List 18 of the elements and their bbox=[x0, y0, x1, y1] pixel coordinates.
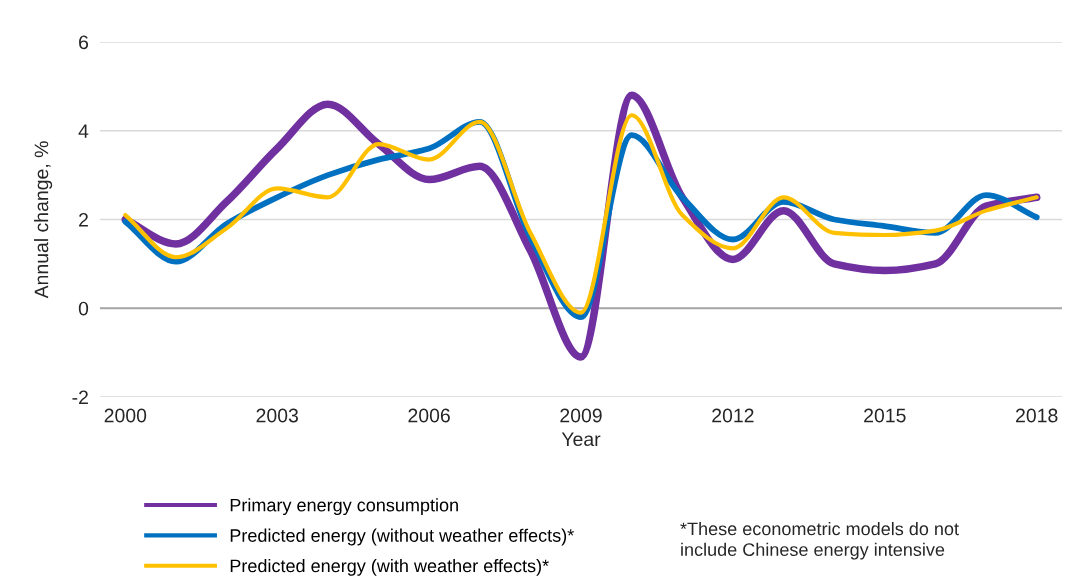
x-axis-title: Year bbox=[561, 432, 601, 447]
y-tick-label: 2 bbox=[79, 212, 88, 227]
text: *These econometric models do not include Chinese energy intensive bbox=[680, 522, 959, 560]
x-tick-label: 2006 bbox=[408, 408, 450, 423]
legend-label: Predicted energy (without weather effects)* bbox=[230, 528, 574, 546]
x-tick-label: 2003 bbox=[256, 408, 298, 423]
y-tick-label: -2 bbox=[72, 390, 88, 405]
x-tick-label: 2015 bbox=[864, 408, 906, 423]
y-axis-title: Annual change, % bbox=[34, 141, 53, 299]
y-tick-label: 0 bbox=[78, 301, 89, 316]
legend-label: Primary energy consumption bbox=[230, 498, 458, 516]
x-tick-label: 2012 bbox=[712, 408, 754, 423]
y-tick-label: 4 bbox=[78, 124, 89, 138]
legend-label: Predicted energy (with weather effects)* bbox=[230, 559, 549, 576]
x-tick-label: 2000 bbox=[104, 408, 147, 423]
x-tick-label: 2009 bbox=[560, 408, 602, 423]
y-tick-label: 6 bbox=[79, 35, 89, 50]
x-tick-label: 2018 bbox=[1016, 408, 1058, 423]
